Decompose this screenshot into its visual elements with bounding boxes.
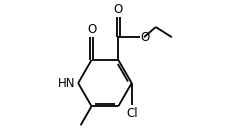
- Text: Cl: Cl: [126, 107, 138, 120]
- Text: O: O: [140, 31, 150, 44]
- Text: O: O: [87, 23, 96, 36]
- Text: O: O: [114, 3, 123, 16]
- Text: HN: HN: [58, 77, 76, 90]
